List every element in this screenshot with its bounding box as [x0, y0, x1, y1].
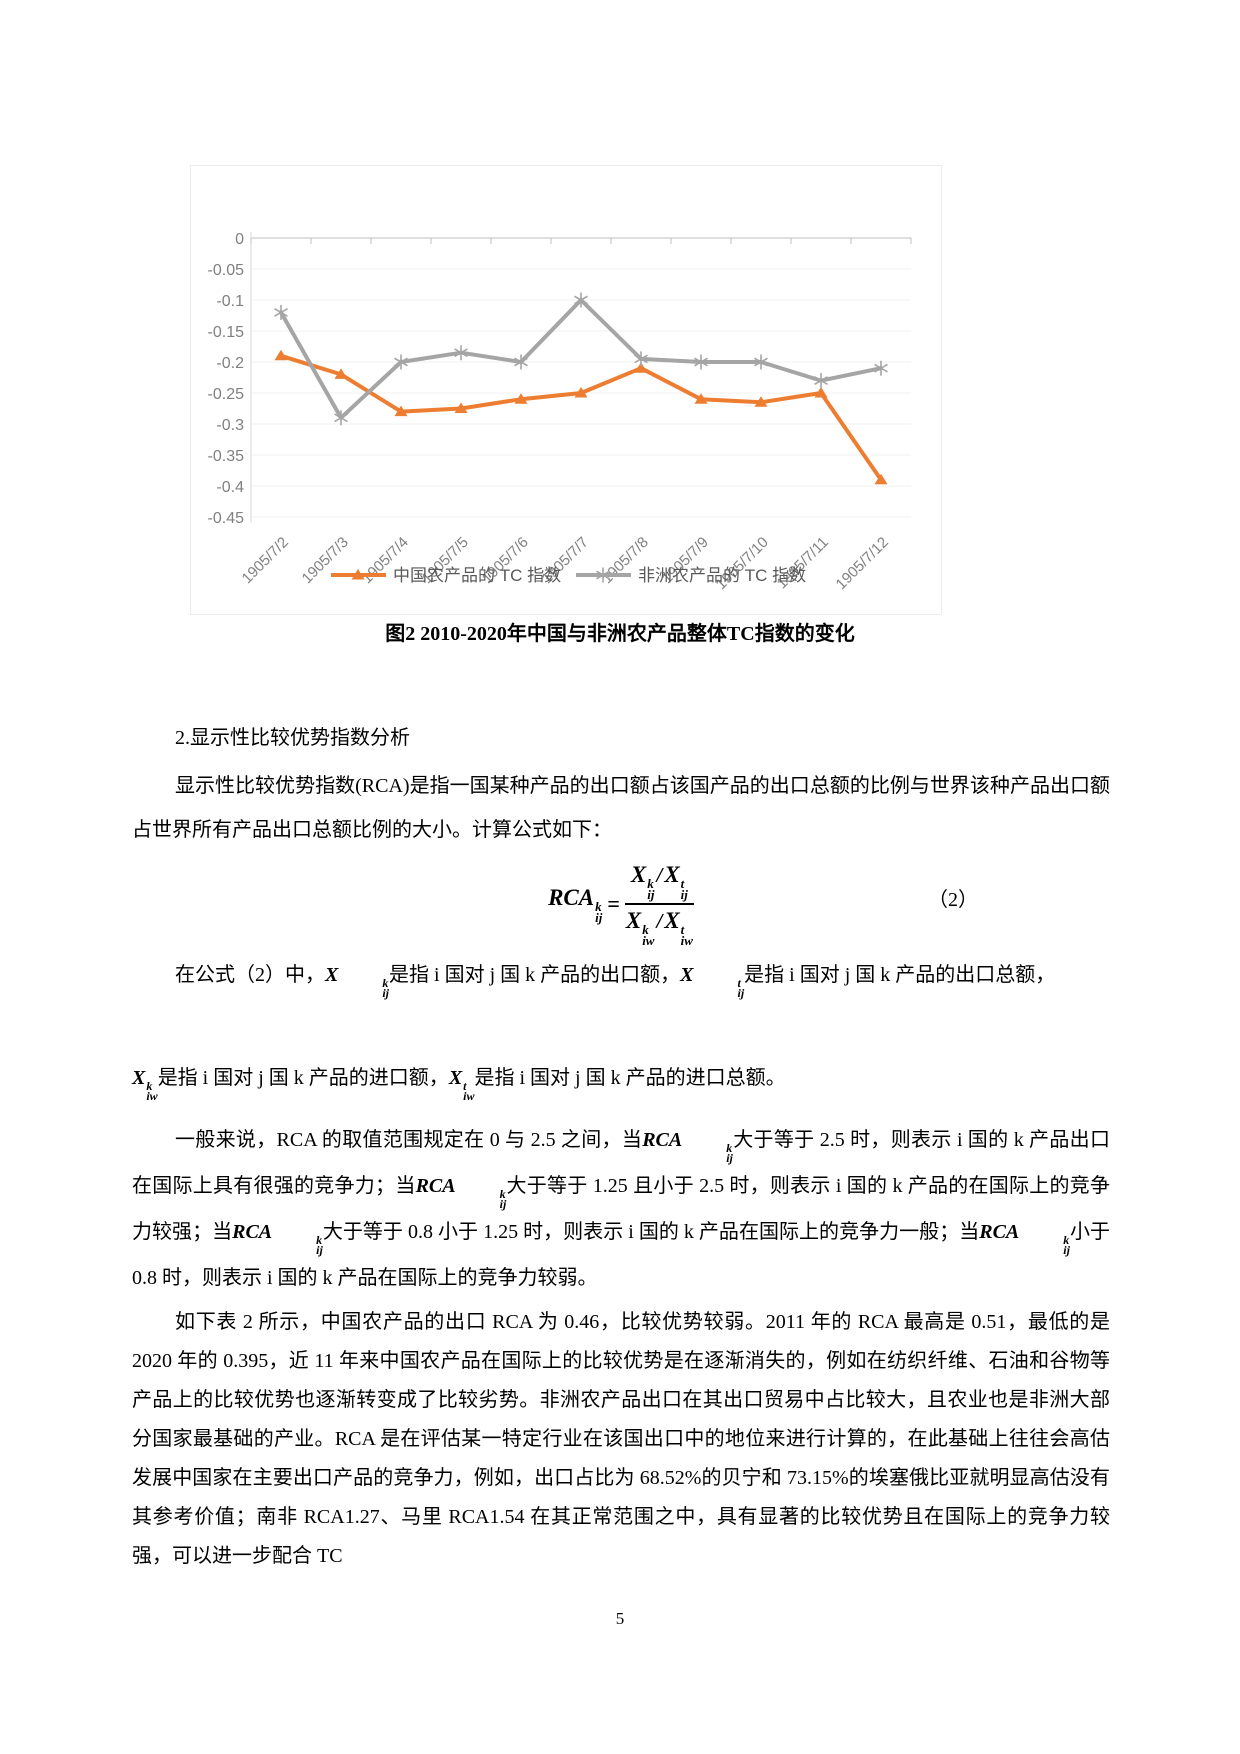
x-axis-tick-label: 1905/7/2	[239, 534, 292, 587]
y-axis-tick-label: -0.3	[216, 417, 244, 434]
figure-caption: 图2 2010-2020年中国与非洲农产品整体TC指数的变化	[385, 623, 855, 645]
slash: /	[656, 909, 663, 933]
chart-canvas: 0 -0.05 -0.1 -0.15 -0.2 -0.25 -0.3 -0.35 -0.4 -0.…	[208, 231, 912, 593]
series-中国农产品的 TC 指数	[274, 349, 888, 485]
legend-label: 中国农产品的 TC 指数	[393, 566, 561, 585]
legend-label: 非洲农产品的 TC 指数	[638, 566, 806, 585]
y-axis-tick-label: 0	[235, 231, 244, 248]
y-axis-tick-label: -0.1	[216, 293, 244, 310]
paragraph-rca-definition: 显示性比较优势指数(RCA)是指一国某种产品的出口额占该国产品的出口总额的比例与…	[132, 775, 1110, 841]
math-var-lhs: RCA k ij	[548, 885, 603, 925]
y-axis-tick-label: -0.2	[216, 355, 244, 372]
paragraph-rca-ranges: 一般来说，RCA 的取值范围规定在 0 与 2.5 之间，当RCA k ij 大于等于…	[132, 1129, 1111, 1289]
math-var: RCA k ij	[232, 1221, 323, 1257]
page-number: 5	[615, 1609, 625, 1628]
math-var: RCA k ij	[979, 1221, 1070, 1257]
tc-index-line-chart: 0 -0.05 -0.1 -0.15 -0.2 -0.25 -0.3 -0.35 -0.4 -0.…	[190, 165, 942, 615]
y-axis-tick-label: -0.25	[208, 386, 245, 403]
paragraph-formula-terms-1: 在公式（2）中，X k ij 是指 i 国对 j 国 k 产品的出口额，X t ij 是指 …	[175, 964, 1056, 1000]
equation-number: （2）	[928, 889, 978, 911]
y-axis-tick-label: -0.4	[216, 479, 244, 496]
math-var: RCA k ij	[415, 1175, 507, 1211]
slash: /	[656, 863, 663, 887]
equals-sign: =	[607, 891, 620, 916]
paragraph-rca-analysis: 如下表 2 所示，中国农产品的出口 RCA 为 0.46，比较优势较弱。2011…	[132, 1311, 1110, 1567]
legend-item: 中国农产品的 TC 指数	[331, 566, 561, 585]
math-var: RCA k ij	[642, 1129, 733, 1165]
y-axis-tick-label: -0.45	[208, 510, 245, 527]
x-axis-tick-label: 1905/7/3	[299, 534, 352, 587]
legend-item: 非洲农产品的 TC 指数	[576, 566, 806, 585]
y-axis-tick-label: -0.35	[208, 448, 245, 465]
section-heading: 2.显示性比较优势指数分析	[175, 727, 410, 749]
y-axis-tick-label: -0.05	[208, 262, 245, 279]
x-axis-tick-label: 1905/7/12	[833, 534, 892, 593]
series-非洲农产品的 TC 指数	[274, 292, 888, 426]
y-axis-tick-label: -0.15	[208, 324, 245, 341]
